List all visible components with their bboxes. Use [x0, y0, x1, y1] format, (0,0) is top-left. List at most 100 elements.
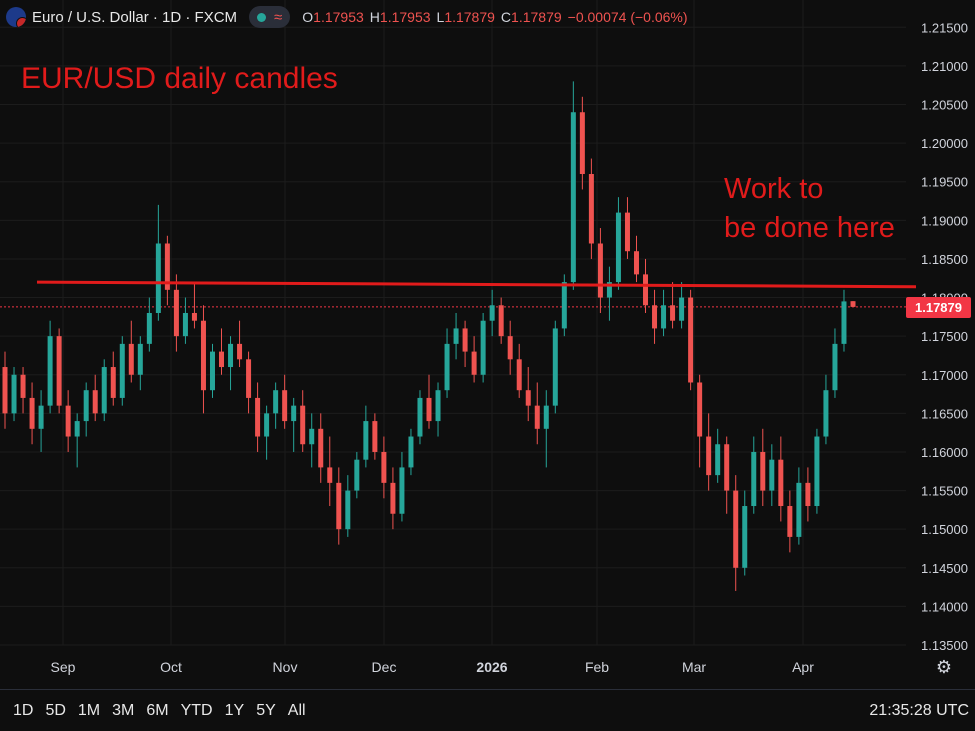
candle-body: [633, 251, 639, 275]
candle-body: [101, 367, 107, 414]
candle-body: [336, 482, 342, 530]
price-label: 1.15000: [921, 522, 968, 537]
price-label: 1.13500: [921, 638, 968, 653]
candle-body: [74, 421, 80, 437]
gear-icon[interactable]: ⚙: [935, 657, 953, 677]
candle-body: [164, 243, 170, 290]
candle-body: [246, 359, 252, 398]
candle-body: [191, 312, 197, 321]
candle-body: [300, 405, 306, 445]
price-label: 1.15500: [921, 484, 968, 499]
range-button-1y[interactable]: 1Y: [224, 701, 245, 719]
candle-body: [11, 374, 17, 414]
bottom-toolbar: 1D 5D 1M 3M 6M YTD 1Y 5Y All 21:35:28 UTC: [0, 689, 975, 731]
candle-body: [318, 428, 324, 468]
candle-body: [20, 374, 26, 398]
price-label: 1.17500: [921, 329, 968, 344]
open-key: O: [302, 9, 314, 25]
price-label: 1.20000: [921, 136, 968, 151]
candle-body: [426, 397, 432, 422]
candle-body: [327, 467, 333, 483]
candle-body: [399, 467, 405, 514]
low-value: 1.17879: [444, 9, 495, 25]
candle-body: [173, 289, 179, 337]
candle-body: [697, 382, 703, 437]
candle-body: [354, 459, 360, 491]
status-pill[interactable]: ≈: [249, 6, 291, 28]
price-label: 1.19000: [921, 213, 968, 228]
high-key: H: [369, 9, 380, 25]
candle-body: [2, 367, 8, 414]
candle-body: [597, 243, 603, 298]
candle-body: [408, 436, 414, 468]
candle-body: [273, 390, 279, 414]
candle-body: [769, 459, 775, 491]
candle-body: [805, 482, 811, 507]
candle-body: [724, 444, 730, 491]
candle-body: [381, 451, 387, 483]
wave-icon: ≈: [274, 8, 283, 26]
candle-body: [814, 436, 820, 507]
candle-body: [787, 506, 793, 537]
current-price-tag: 1.17879: [906, 296, 971, 318]
ohlc-readout: O1.17953 H1.17953 L1.17879 C1.17879 −0.0…: [302, 9, 687, 25]
candle-body: [110, 367, 116, 398]
close-key: C: [500, 9, 512, 25]
range-button-1d[interactable]: 1D: [13, 701, 34, 719]
candle-body: [624, 212, 630, 252]
candle-body: [661, 305, 667, 329]
range-button-ytd[interactable]: YTD: [180, 701, 213, 719]
range-button-all[interactable]: All: [287, 701, 306, 719]
utc-clock[interactable]: 21:35:28 UTC: [869, 701, 969, 719]
time-label: Oct: [160, 659, 182, 675]
low-key: L: [436, 9, 445, 25]
candle-body: [516, 359, 522, 391]
candle-body: [480, 320, 486, 375]
candle-body: [561, 282, 567, 329]
range-button-3m[interactable]: 3M: [112, 701, 135, 719]
range-button-1m[interactable]: 1M: [77, 701, 101, 719]
candle-body: [264, 413, 270, 437]
range-button-5d[interactable]: 5D: [45, 701, 66, 719]
price-label: 1.16500: [921, 406, 968, 421]
candle-body: [363, 421, 369, 460]
candle-body: [390, 482, 396, 514]
candle-body: [760, 451, 766, 491]
candle-body: [137, 343, 143, 375]
candle-body: [733, 490, 739, 568]
candle-body: [155, 243, 161, 313]
range-button-5y[interactable]: 5Y: [256, 701, 276, 719]
time-axis: Sep Oct Nov Dec 2026 Feb Mar Apr: [51, 659, 815, 675]
candle-body: [652, 305, 658, 329]
range-button-6m[interactable]: 6M: [146, 701, 169, 719]
candle-body: [588, 174, 594, 244]
candle-body: [850, 301, 856, 307]
symbol-title[interactable]: Euro / U.S. Dollar · 1D · FXCM: [32, 8, 238, 26]
candle-body: [291, 405, 297, 422]
candle-body: [255, 397, 261, 437]
annotation-note-line2: be done here: [724, 212, 895, 245]
time-label: Apr: [792, 659, 814, 675]
candle-body: [742, 506, 748, 568]
candle-body: [715, 444, 721, 476]
candle-body: [65, 405, 71, 437]
candle-body: [643, 274, 649, 306]
candle-body: [552, 328, 558, 406]
candle-body: [462, 328, 468, 352]
time-label: Sep: [51, 659, 76, 675]
candle-body: [92, 390, 98, 414]
annotation-note-line1: Work to: [724, 173, 824, 205]
candle-body: [38, 405, 44, 429]
time-label: Dec: [372, 659, 397, 675]
candle-body: [83, 390, 89, 422]
close-value: 1.17879: [511, 9, 562, 25]
candle-body: [56, 336, 62, 406]
candle-body: [606, 282, 612, 298]
candle-body: [282, 390, 288, 422]
candle-body: [444, 343, 450, 391]
candle-body: [670, 305, 676, 321]
chart-annotation-title: EUR/USD daily candles: [21, 62, 338, 95]
price-label: 1.16000: [921, 445, 968, 460]
candle-body: [688, 297, 694, 383]
